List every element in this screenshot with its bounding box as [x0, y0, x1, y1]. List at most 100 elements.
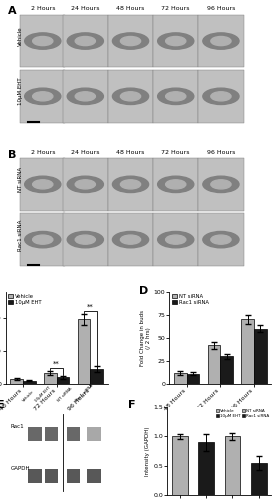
Circle shape: [211, 180, 231, 189]
FancyBboxPatch shape: [88, 468, 101, 482]
Text: 48 Hours: 48 Hours: [116, 6, 145, 11]
Bar: [23, 380, 36, 384]
Circle shape: [166, 180, 186, 189]
Text: **: **: [87, 304, 94, 310]
Circle shape: [33, 36, 53, 46]
Circle shape: [120, 180, 141, 189]
Text: 2 Hours: 2 Hours: [30, 6, 55, 11]
FancyBboxPatch shape: [45, 468, 58, 482]
Circle shape: [75, 235, 95, 244]
Text: 72 Hours: 72 Hours: [161, 150, 190, 154]
FancyBboxPatch shape: [88, 426, 101, 440]
Circle shape: [112, 232, 148, 248]
FancyBboxPatch shape: [20, 158, 65, 211]
FancyBboxPatch shape: [20, 70, 65, 123]
Text: 2 Hours: 2 Hours: [30, 150, 55, 154]
FancyBboxPatch shape: [153, 70, 198, 123]
Circle shape: [25, 88, 61, 104]
Bar: [90, 369, 103, 384]
Text: Vehicle: Vehicle: [22, 390, 35, 403]
Text: A: A: [8, 6, 17, 16]
FancyBboxPatch shape: [63, 213, 108, 266]
FancyBboxPatch shape: [45, 426, 58, 440]
FancyBboxPatch shape: [198, 14, 243, 68]
FancyBboxPatch shape: [153, 213, 198, 266]
Text: **: **: [53, 360, 60, 366]
Circle shape: [75, 92, 95, 101]
Text: 72 Hours: 72 Hours: [161, 6, 190, 11]
Bar: [254, 328, 267, 384]
Circle shape: [112, 33, 148, 49]
Circle shape: [33, 235, 53, 244]
FancyBboxPatch shape: [28, 468, 42, 482]
Bar: [187, 374, 199, 384]
FancyBboxPatch shape: [63, 14, 108, 68]
FancyBboxPatch shape: [20, 14, 65, 68]
Text: 48 Hours: 48 Hours: [116, 150, 145, 154]
Circle shape: [33, 180, 53, 189]
Text: 24 Hours: 24 Hours: [71, 150, 99, 154]
Circle shape: [203, 33, 239, 49]
Circle shape: [158, 176, 194, 192]
Bar: [57, 378, 70, 384]
Text: Rac1 siRNA: Rac1 siRNA: [18, 219, 23, 250]
Circle shape: [166, 235, 186, 244]
FancyBboxPatch shape: [198, 70, 243, 123]
FancyBboxPatch shape: [108, 158, 153, 211]
Bar: [251, 464, 267, 495]
FancyBboxPatch shape: [108, 14, 153, 68]
Text: 24 Hours: 24 Hours: [71, 6, 99, 11]
Text: Rac1: Rac1: [11, 424, 24, 429]
FancyBboxPatch shape: [66, 468, 80, 482]
Bar: [225, 436, 240, 495]
Legend: Vehicle, 10μM EHT, NT siRNA, Rac1 siRNA: Vehicle, 10μM EHT, NT siRNA, Rac1 siRNA: [216, 410, 269, 418]
Circle shape: [33, 92, 53, 101]
Text: GAPDH: GAPDH: [11, 466, 30, 471]
Circle shape: [203, 232, 239, 248]
Text: 96 Hours: 96 Hours: [207, 6, 235, 11]
Bar: [172, 436, 188, 495]
Y-axis label: Fold Change in buds
(/ 2 hrs): Fold Change in buds (/ 2 hrs): [140, 310, 151, 366]
Circle shape: [211, 235, 231, 244]
Text: Vehicle: Vehicle: [18, 26, 23, 46]
Text: E: E: [0, 400, 5, 410]
Text: Rac1 siRNA: Rac1 siRNA: [75, 384, 94, 403]
Bar: [78, 320, 90, 384]
FancyBboxPatch shape: [28, 426, 42, 440]
Bar: [220, 356, 233, 384]
Bar: [44, 373, 57, 384]
FancyBboxPatch shape: [198, 213, 243, 266]
Circle shape: [67, 88, 103, 104]
Circle shape: [120, 92, 141, 101]
Circle shape: [120, 36, 141, 46]
Circle shape: [211, 92, 231, 101]
FancyBboxPatch shape: [63, 70, 108, 123]
Y-axis label: Intensity (GAPDH): Intensity (GAPDH): [145, 426, 150, 476]
Text: NT siRNA: NT siRNA: [57, 386, 73, 403]
Circle shape: [203, 88, 239, 104]
Legend: Vehicle, 10μM EHT: Vehicle, 10μM EHT: [8, 294, 42, 306]
FancyBboxPatch shape: [63, 158, 108, 211]
Text: 10μM EHT: 10μM EHT: [34, 386, 52, 403]
FancyBboxPatch shape: [198, 158, 243, 211]
Circle shape: [120, 235, 141, 244]
Circle shape: [203, 176, 239, 192]
FancyBboxPatch shape: [108, 70, 153, 123]
Circle shape: [166, 36, 186, 46]
Circle shape: [166, 92, 186, 101]
Circle shape: [112, 88, 148, 104]
FancyBboxPatch shape: [153, 158, 198, 211]
Circle shape: [75, 36, 95, 46]
Circle shape: [25, 232, 61, 248]
Bar: [198, 442, 214, 495]
Circle shape: [75, 180, 95, 189]
Bar: [174, 373, 187, 384]
Bar: [10, 380, 23, 384]
Circle shape: [25, 33, 61, 49]
FancyBboxPatch shape: [66, 426, 80, 440]
FancyBboxPatch shape: [153, 14, 198, 68]
Text: 10μM EHT: 10μM EHT: [18, 78, 23, 106]
Bar: [241, 320, 254, 384]
Circle shape: [67, 232, 103, 248]
Circle shape: [158, 232, 194, 248]
